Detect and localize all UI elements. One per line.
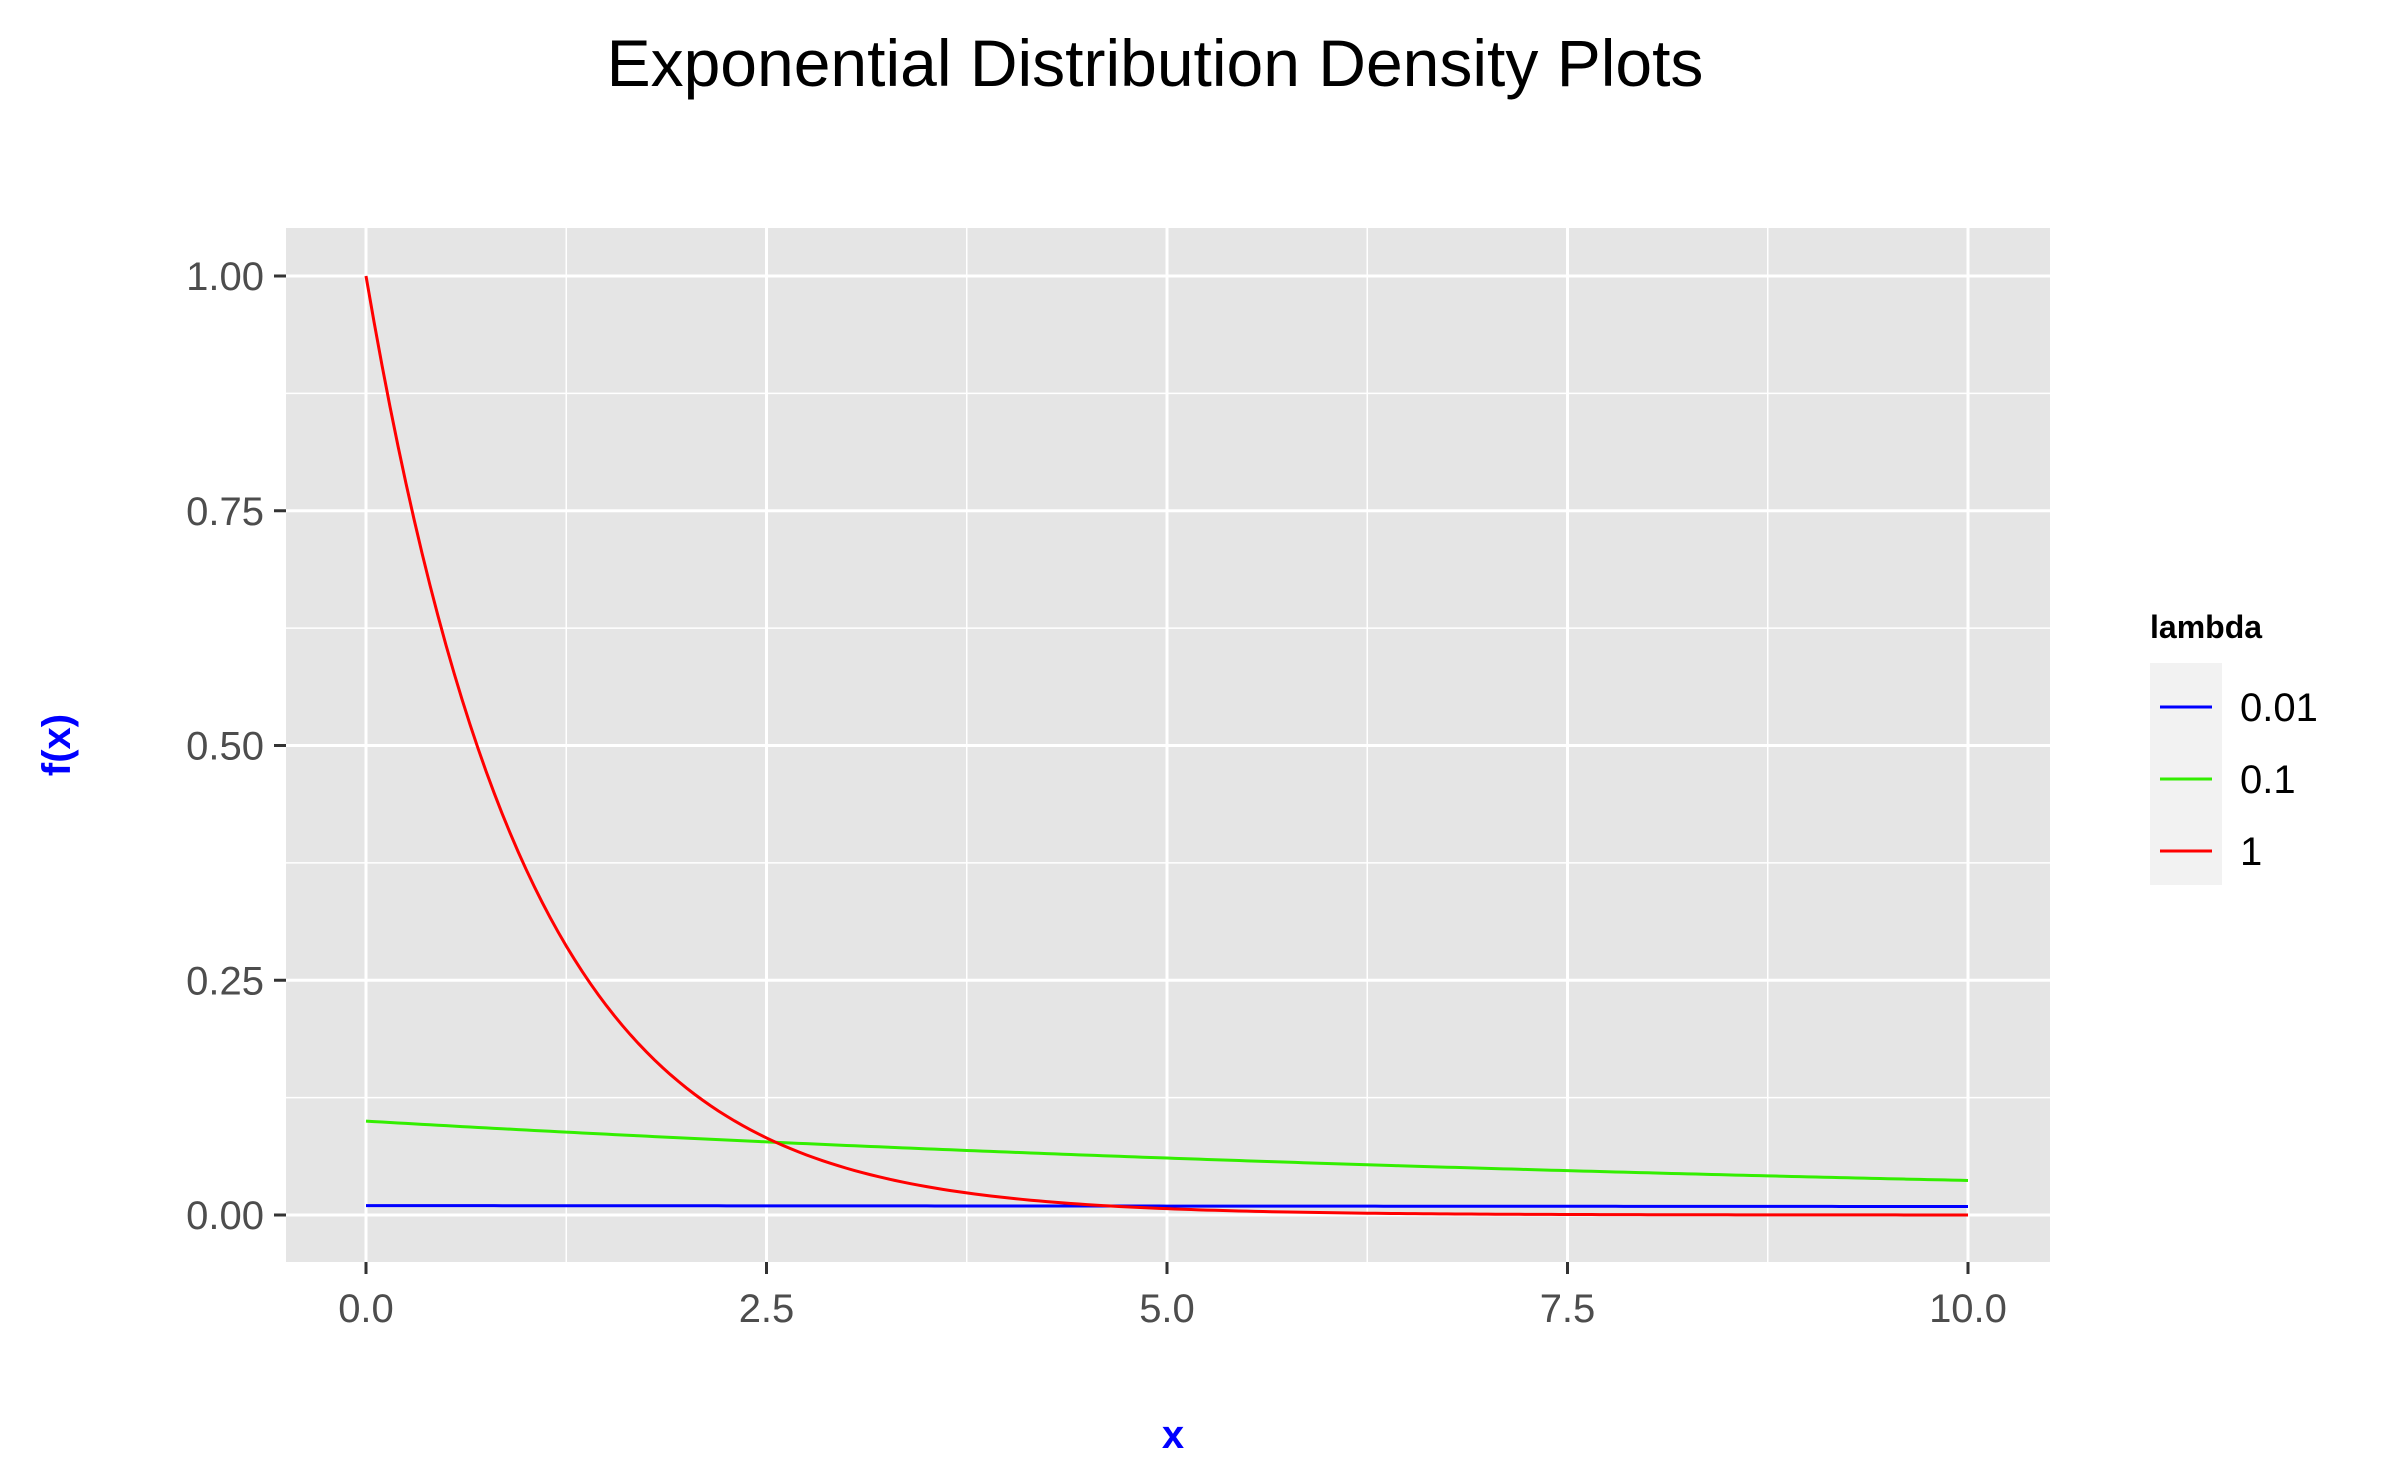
y-tick-label: 0.75 [186,490,264,534]
x-tick-label: 7.5 [1540,1287,1596,1331]
legend: lambda 0.01 0.1 1 [2150,609,2318,885]
x-tick-label: 10.0 [1929,1287,2007,1331]
legend-label: 0.01 [2240,686,2318,730]
x-tick-label: 0.0 [338,1287,394,1331]
series-lines [364,275,1969,1217]
y-tick-label: 0.50 [186,725,264,769]
series-line-lambda-1 [364,275,1968,1217]
y-tick-label: 1.00 [186,255,264,299]
x-axis: 0.0 2.5 5.0 7.5 10.0 [338,1262,2007,1331]
series-line-lambda-0.01 [366,1204,1968,1208]
y-tick-label: 0.00 [186,1194,264,1238]
series-line-lambda-0.1 [365,1119,1969,1182]
legend-key-background [2150,663,2222,885]
legend-title: lambda [2150,609,2262,645]
chart-title: Exponential Distribution Density Plots [607,26,1704,100]
legend-label: 0.1 [2240,758,2296,802]
y-tick-label: 0.25 [186,959,264,1003]
y-axis: 0.00 0.25 0.50 0.75 1.00 [186,255,286,1238]
x-tick-label: 2.5 [739,1287,795,1331]
major-gridlines [286,228,2050,1262]
x-axis-title: x [1162,1413,1184,1457]
x-tick-label: 5.0 [1139,1287,1195,1331]
legend-label: 1 [2240,830,2262,874]
y-axis-title: f(x) [35,714,79,776]
